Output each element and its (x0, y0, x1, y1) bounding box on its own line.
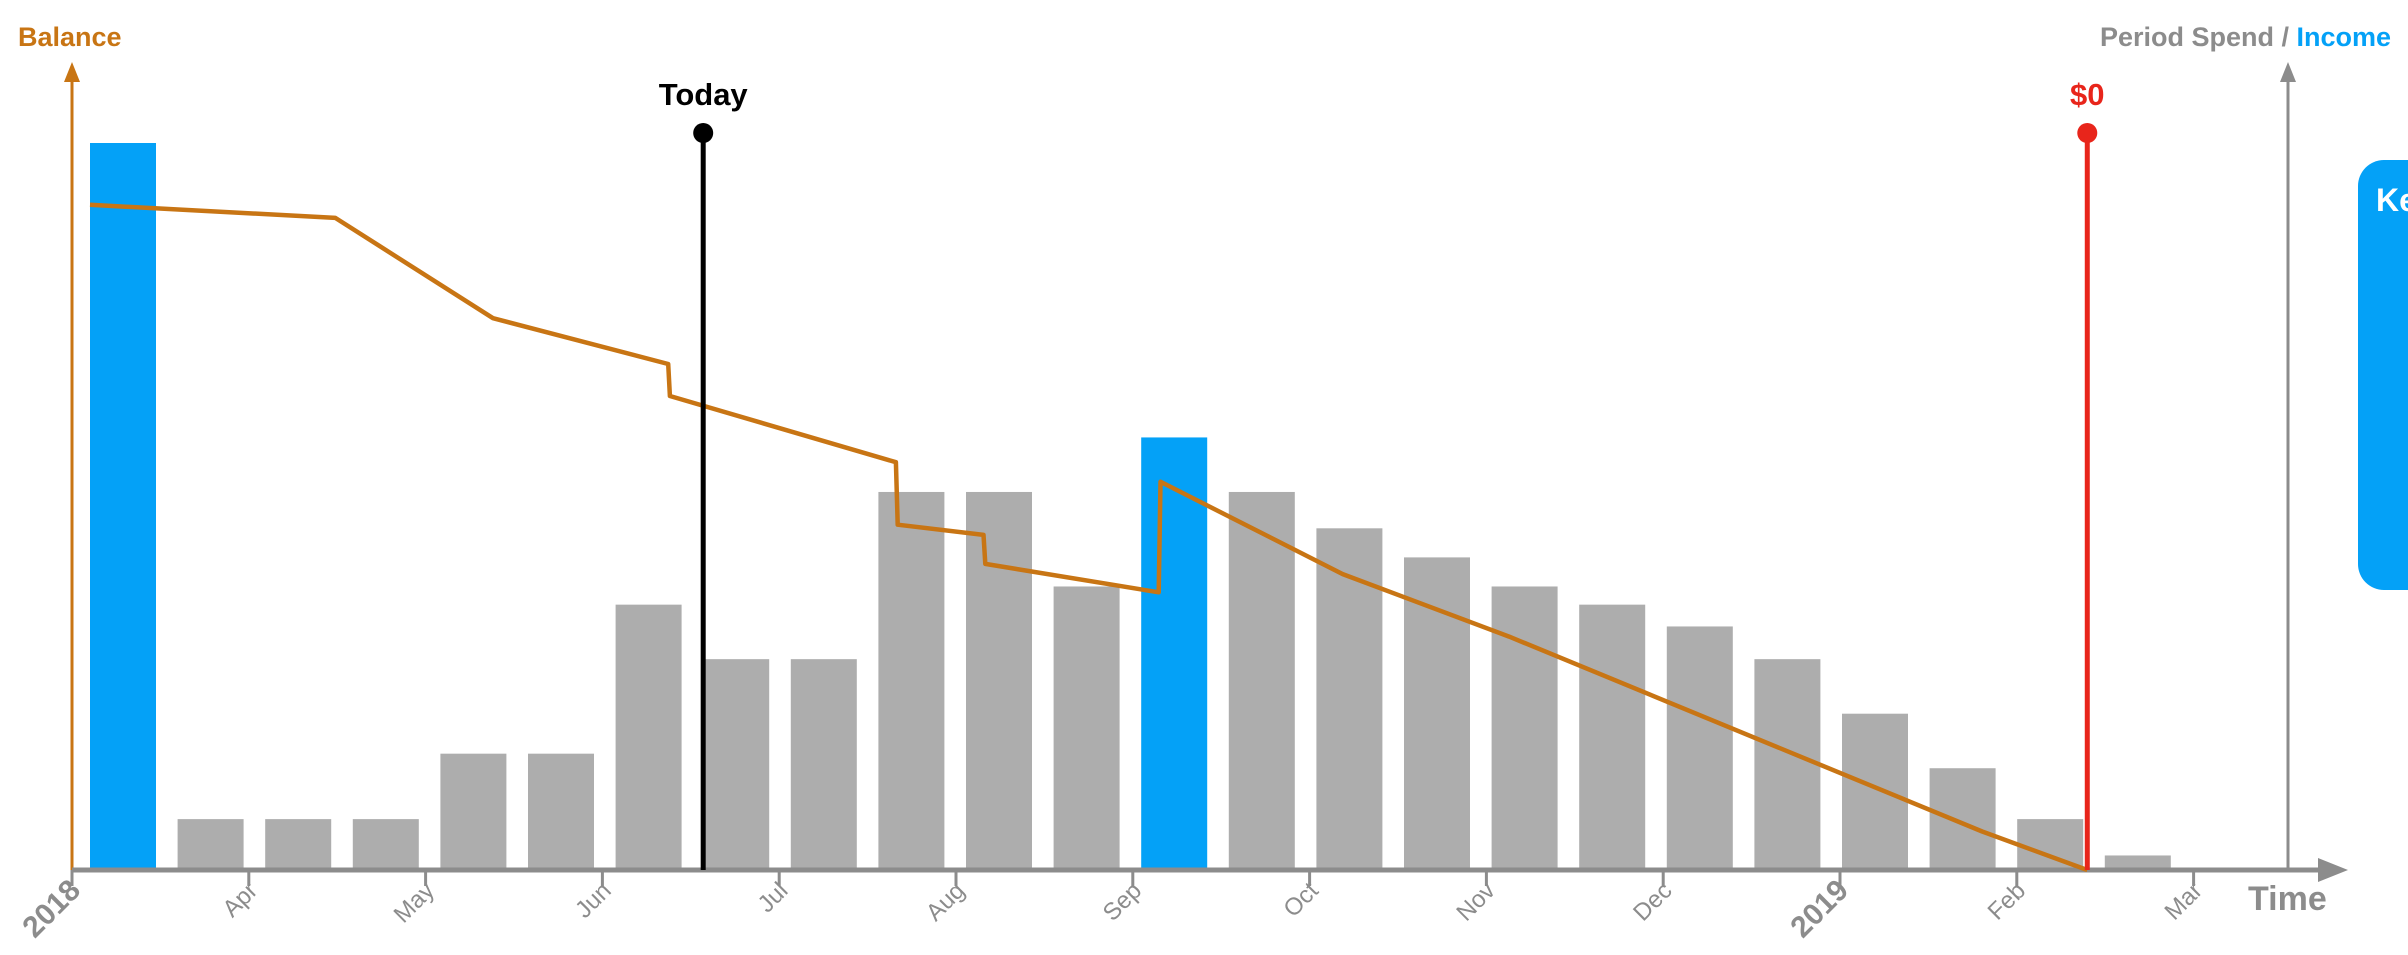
time-axis-label: Time (2248, 880, 2327, 918)
time-tick-label: Sep (1098, 877, 1147, 926)
key-callout: Ke (2358, 160, 2408, 590)
spend-bar (440, 753, 507, 870)
zero-balance-label: $0 (2070, 77, 2104, 112)
time-tick-label: May (389, 877, 440, 928)
spend-bar (1579, 604, 1646, 870)
balance-line (89, 202, 2089, 873)
time-axis-arrow (2318, 858, 2348, 882)
zero-balance-dot (2077, 123, 2098, 143)
spend-bar (352, 819, 419, 870)
spend-bar (703, 659, 770, 870)
income-bar (1141, 437, 1208, 870)
time-tick-label: Mar (2160, 877, 2208, 925)
spend-bar (528, 753, 594, 870)
income-label: Income (2297, 22, 2392, 52)
period-spend-label: Period Spend (2100, 22, 2274, 52)
today-label: Today (659, 77, 749, 112)
spend-bar (1754, 659, 1821, 870)
time-tick-label: Oct (1278, 877, 1324, 923)
spend-bar (1316, 528, 1383, 870)
spend-bar (1404, 557, 1470, 870)
spend-bar (2104, 855, 2171, 870)
spend-axis-arrow (2280, 62, 2296, 82)
spend-bar (790, 659, 857, 870)
time-tick-label: Aug (921, 877, 970, 926)
spend-bar (878, 491, 945, 870)
time-tick-label: Feb (1983, 877, 2031, 925)
time-tick-label: Dec (1628, 877, 1677, 926)
income-bar (90, 143, 156, 870)
time-tick-label: Jun (570, 877, 616, 923)
spend-bar (1228, 491, 1295, 870)
spend-bar (966, 491, 1032, 870)
spend-income-axis-label: Period Spend / Income (2100, 22, 2391, 52)
balance-axis-arrow (64, 62, 80, 82)
spend-bar (2017, 819, 2084, 870)
time-tick-label: Jul (753, 877, 794, 918)
time-tick-label: 2019 (1784, 874, 1855, 945)
time-tick-label: Nov (1451, 877, 1500, 926)
time-tick-label: Apr (218, 877, 264, 923)
spend-bar (1491, 586, 1558, 870)
spend-bar (1666, 626, 1733, 870)
spend-bar (265, 819, 332, 870)
time-tick-label: 2018 (16, 874, 87, 945)
spend-bar (1842, 713, 1908, 870)
today-dot (693, 123, 714, 143)
key-callout-text: Ke (2376, 182, 2408, 218)
axis-label-separator: / (2274, 22, 2297, 52)
balance-axis-label: Balance (18, 22, 122, 52)
spend-bar (615, 604, 682, 870)
spend-bar (1053, 586, 1120, 870)
spend-bar (1929, 768, 1996, 870)
spend-bar (177, 819, 244, 870)
